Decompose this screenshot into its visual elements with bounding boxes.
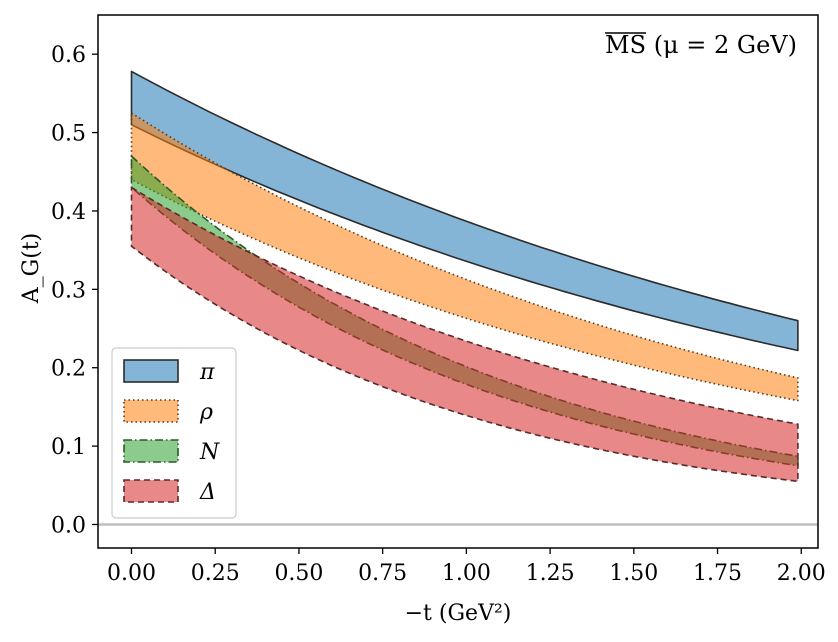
y-tick-label: 0.6 [51, 43, 86, 68]
labels: −t (GeV²) A_G(t) MS (μ = 2 GeV) [19, 31, 797, 626]
legend-swatch-4 [123, 479, 179, 503]
x-tick-label: 1.00 [442, 561, 491, 586]
chart-title: MS (μ = 2 GeV) [605, 31, 797, 59]
legend-label-2: ρ [199, 400, 213, 425]
x-axis-label: −t (GeV²) [405, 601, 512, 626]
y-axis-label: A_G(t) [19, 233, 44, 304]
y-tick-label: 0.0 [51, 513, 86, 538]
x-tick-label: 2.00 [777, 561, 826, 586]
y-tick-label: 0.4 [51, 200, 86, 225]
x-tick-label: 1.50 [609, 561, 658, 586]
y-tick-label: 0.2 [51, 357, 86, 382]
y-tick-label: 0.5 [51, 122, 86, 147]
band-2 [130, 112, 799, 402]
axes: 0.00 0.25 0.50 0.75 1.00 1.25 1.50 1.75 2.00 0.0 0… [51, 14, 826, 586]
legend-label-3: N [199, 440, 220, 465]
legend-swatch-2 [123, 399, 179, 423]
y-tick-label: 0.1 [51, 435, 86, 460]
legend-swatch-3 [123, 439, 179, 463]
x-tick-label: 0.75 [358, 561, 407, 586]
y-tick-label: 0.3 [51, 278, 86, 303]
legend-box [111, 347, 237, 519]
x-tick-label: 1.25 [526, 561, 575, 586]
x-tick-label: 0.50 [274, 561, 323, 586]
x-tick-label: 1.75 [693, 561, 742, 586]
band-4 [130, 186, 799, 483]
x-tick-label: 0.00 [107, 561, 156, 586]
band-1 [130, 70, 799, 352]
legend-label-1: π [199, 360, 215, 385]
legend-swatch-1 [123, 359, 179, 383]
legend-label-4: Δ [199, 480, 216, 505]
plot-frame [97, 14, 819, 549]
plot-area [98, 70, 818, 526]
x-tick-label: 0.25 [191, 561, 240, 586]
